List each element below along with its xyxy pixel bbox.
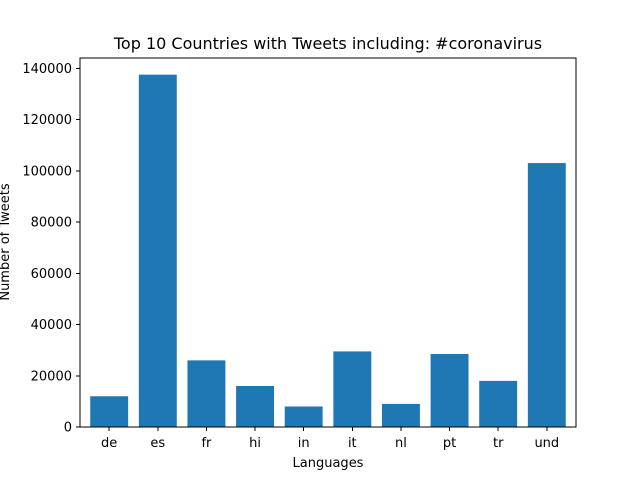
y-tick-label-140000: 140000: [22, 62, 72, 77]
y-tick-label-80000: 80000: [31, 216, 72, 231]
x-tick-label-nl: nl: [395, 436, 407, 451]
y-tick-label-60000: 60000: [31, 267, 72, 282]
bars-group: [90, 74, 566, 428]
bar-in: [284, 406, 323, 427]
bar-fr: [187, 360, 226, 428]
x-tick-label-fr: fr: [201, 436, 212, 451]
bar-tr: [479, 380, 518, 428]
x-ticks-group: de es fr hi in it nl pt tr und: [101, 427, 559, 451]
y-tick-label-0: 0: [64, 421, 72, 436]
x-tick-label-tr: tr: [493, 436, 504, 451]
y-tick-label-120000: 120000: [22, 113, 72, 128]
bar-it: [333, 351, 372, 427]
chart-title: Top 10 Countries with Tweets including: …: [113, 34, 542, 53]
bar-pt: [430, 353, 469, 427]
y-tick-label-100000: 100000: [22, 164, 72, 179]
x-axis-label: Languages: [293, 456, 364, 471]
bar-nl: [381, 403, 420, 427]
x-tick-label-de: de: [101, 436, 117, 451]
bar-de: [90, 396, 129, 427]
x-tick-label-pt: pt: [443, 436, 456, 451]
y-tick-label-40000: 40000: [31, 318, 72, 333]
y-tick-label-20000: 20000: [31, 369, 72, 384]
bar-hi: [236, 386, 275, 427]
x-tick-label-it: it: [348, 436, 357, 451]
x-tick-label-hi: hi: [249, 436, 261, 451]
y-ticks-group: 0 20000 40000 60000 80000 100000 120000 140000: [22, 62, 80, 436]
x-tick-label-und: und: [534, 436, 559, 451]
x-tick-label-es: es: [150, 436, 165, 451]
x-tick-label-in: in: [298, 436, 310, 451]
bar-es: [138, 74, 177, 427]
bar-und: [527, 163, 566, 427]
y-axis-label: Number of Tweets: [0, 183, 13, 301]
plot-frame: [79, 57, 577, 428]
